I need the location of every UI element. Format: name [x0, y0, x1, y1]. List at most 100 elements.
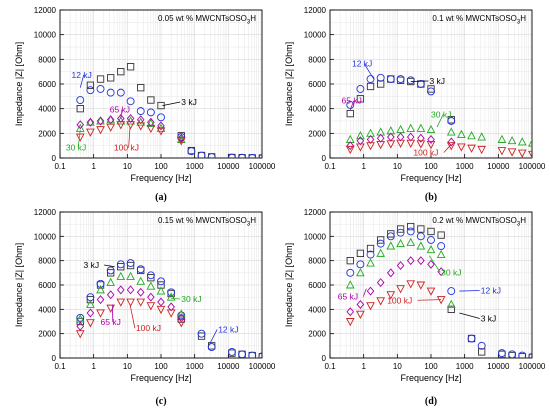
data-point: [197, 151, 206, 158]
data-point: [106, 88, 115, 97]
panel-caption: (c): [155, 396, 166, 407]
data-point: [96, 126, 105, 135]
data-point: [167, 288, 176, 297]
data-point: [366, 75, 375, 84]
chart-panel-a: 0.1 1 10 100 1000 10000 100000 0 2000 4000 6000 800…: [14, 6, 276, 203]
annotation-leader: [436, 114, 444, 128]
x-tick-label: 10: [123, 362, 132, 371]
panel-title: 0.1 wt % MWCNTsOSO3H: [432, 14, 526, 26]
data-point: [356, 268, 365, 277]
data-point: [356, 299, 365, 309]
data-point: [356, 95, 365, 103]
annotation-label-3-kj: 3 kJ: [84, 260, 100, 270]
data-point: [387, 268, 395, 278]
data-point: [508, 350, 517, 358]
annotation-label-65-kj: 65 kJ: [342, 96, 362, 106]
data-point: [406, 139, 416, 148]
data-point: [126, 259, 135, 268]
data-point: [427, 259, 435, 269]
data-point: [157, 277, 165, 286]
panel-title: 0.15 wt % MWCNTsOSO3H: [158, 216, 256, 228]
data-point: [75, 330, 85, 339]
data-point: [76, 120, 85, 130]
data-point: [126, 271, 135, 280]
y-axis-label: Impedance |Z| [Ohm]: [14, 243, 24, 327]
data-point: [416, 140, 426, 149]
annotation-leader: [77, 129, 81, 148]
data-point: [177, 133, 186, 141]
data-point: [406, 123, 416, 132]
annotation-leader: [79, 74, 85, 88]
annotation-label-30-kj: 30 kJ: [66, 143, 86, 153]
data-point: [457, 143, 466, 152]
data-point: [136, 276, 146, 285]
data-point: [107, 74, 115, 82]
y-tick-label: 0: [52, 354, 57, 363]
series-100-kj: [345, 280, 446, 327]
data-point: [107, 269, 115, 277]
y-tick-label: 12000: [34, 6, 57, 15]
data-point: [376, 297, 386, 306]
annotation-leader: [349, 100, 355, 111]
data-point: [147, 274, 155, 282]
y-tick-label: 0: [322, 354, 327, 363]
data-point: [126, 285, 135, 295]
data-point: [227, 347, 236, 356]
data-point: [136, 298, 146, 307]
data-point: [376, 73, 385, 82]
annotation-leader: [207, 329, 218, 348]
series-100-kj: [75, 121, 186, 146]
data-point: [96, 309, 105, 318]
data-point: [106, 115, 115, 125]
x-tick-label: 1000: [456, 162, 474, 171]
data-point: [346, 307, 355, 317]
chart-panel-d: 0.1 1 10 100 1000 10000 100000 0 2000 4000 6000 800…: [284, 208, 546, 407]
data-point: [396, 139, 405, 148]
data-point: [345, 280, 355, 289]
data-point: [146, 108, 155, 117]
annotation-leader: [429, 255, 441, 273]
data-point: [227, 153, 236, 158]
data-point: [366, 142, 375, 151]
series-12-kj: [346, 73, 456, 125]
x-tick-label: 1: [91, 162, 96, 171]
data-point: [96, 295, 105, 305]
data-point: [457, 129, 466, 139]
annotation-leader: [171, 297, 181, 300]
data-point: [116, 121, 126, 130]
data-point: [376, 248, 386, 257]
data-point: [396, 285, 405, 294]
x-tick-label: 1000: [186, 162, 204, 171]
x-tick-label: 10000: [487, 362, 510, 371]
data-point: [467, 334, 476, 343]
series-12-kj: [76, 84, 262, 158]
data-point: [197, 329, 206, 338]
data-point: [437, 242, 446, 251]
data-point: [136, 115, 145, 125]
y-tick-label: 6000: [308, 80, 326, 89]
data-point: [376, 140, 386, 150]
series-12-kj: [346, 227, 532, 358]
data-point: [345, 145, 355, 155]
annotation-leader: [417, 299, 442, 301]
data-point: [406, 132, 415, 142]
data-point: [126, 114, 135, 124]
data-point: [477, 145, 487, 155]
data-point: [356, 260, 365, 269]
data-point: [497, 349, 506, 358]
data-point: [166, 309, 176, 318]
y-tick-label: 12000: [34, 208, 57, 217]
x-tick-label: 10: [393, 362, 402, 371]
x-axis-label: Frequency [Hz]: [130, 373, 191, 383]
annotation-label-12-kj: 12 kJ: [218, 324, 238, 334]
data-point: [86, 308, 95, 318]
x-tick-label: 10000: [487, 162, 510, 171]
x-axis-label: Frequency [Hz]: [130, 173, 191, 183]
data-point: [156, 127, 166, 136]
annotation-leader: [459, 290, 480, 292]
x-tick-label: 0.1: [54, 362, 66, 371]
data-point: [396, 238, 405, 248]
series-65-kj: [76, 285, 186, 331]
x-tick-label: 100: [424, 362, 438, 371]
